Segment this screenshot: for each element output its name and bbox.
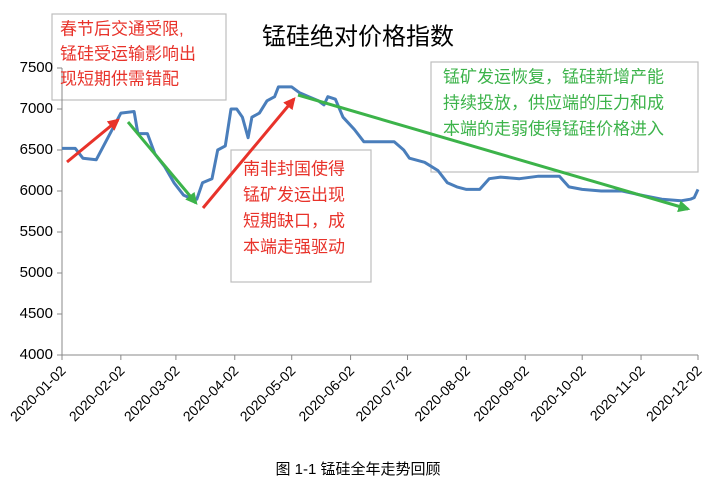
annotation-text: 锰矿发运出现 xyxy=(243,185,345,204)
x-tick-label: 2020-04-02 xyxy=(180,362,242,424)
x-tick-label: 2020-06-02 xyxy=(295,362,357,424)
annotation-text: 锰矿发运恢复，锰硅新增产能 xyxy=(443,67,664,86)
x-tick-label: 2020-03-02 xyxy=(121,362,183,424)
x-tick-label: 2020-12-02 xyxy=(643,362,705,424)
annotation-text: 南非封国使得 xyxy=(243,158,345,178)
x-tick-label: 2020-05-02 xyxy=(236,362,298,424)
y-tick-label: 5000 xyxy=(20,264,53,281)
annotation-text: 锰硅受运输影响出 xyxy=(60,44,196,63)
annotation-box xyxy=(230,149,372,283)
annotation-text: 现短期供需错配 xyxy=(60,69,179,88)
annotation-box xyxy=(430,61,699,173)
arrow xyxy=(66,118,120,164)
y-tick-label: 7500 xyxy=(20,59,53,76)
annotation-text: 本端走强驱动 xyxy=(243,237,345,256)
y-tick-label: 6000 xyxy=(20,182,53,199)
x-tick-label: 2020-11-02 xyxy=(587,362,648,423)
x-tick-label: 2020-08-02 xyxy=(411,362,473,424)
annotation-text: 短期缺口，成 xyxy=(243,211,345,230)
annotation-boxes xyxy=(51,13,699,283)
annotations: 春节后交通受限, 锰硅受运输影响出现短期供需错配南非封国使得锰矿发运出现短期缺口，… xyxy=(60,19,664,256)
x-tick-label: 2020-10-02 xyxy=(527,362,589,424)
caption: 图 1-1 锰硅全年走势回顾 xyxy=(275,460,440,478)
arrow xyxy=(201,97,296,209)
y-tick-label: 5500 xyxy=(20,223,53,240)
chart-title: 锰硅绝对价格指数 xyxy=(262,23,454,50)
x-tick-label: 2020-07-02 xyxy=(352,362,414,424)
annotation-text: 春节后交通受限, xyxy=(60,19,184,38)
arrows xyxy=(66,93,691,213)
y-tick-label: 6500 xyxy=(20,141,53,158)
arrow xyxy=(297,93,691,213)
annotation-text: 本端的走弱使得锰硅价格进入 xyxy=(443,118,664,138)
x-tick-label: 2020-01-02 xyxy=(7,362,69,424)
annotation-text: 持续投放，供应端的压力和成 xyxy=(443,93,664,112)
y-tick-label: 7000 xyxy=(20,100,53,117)
y-tick-label: 4000 xyxy=(20,346,53,363)
x-tick-label: 2020-09-02 xyxy=(470,362,532,424)
annotation-box xyxy=(51,13,227,101)
y-tick-label: 4500 xyxy=(20,305,53,322)
x-tick-label: 2020-02-02 xyxy=(66,362,128,424)
arrow xyxy=(126,121,198,205)
